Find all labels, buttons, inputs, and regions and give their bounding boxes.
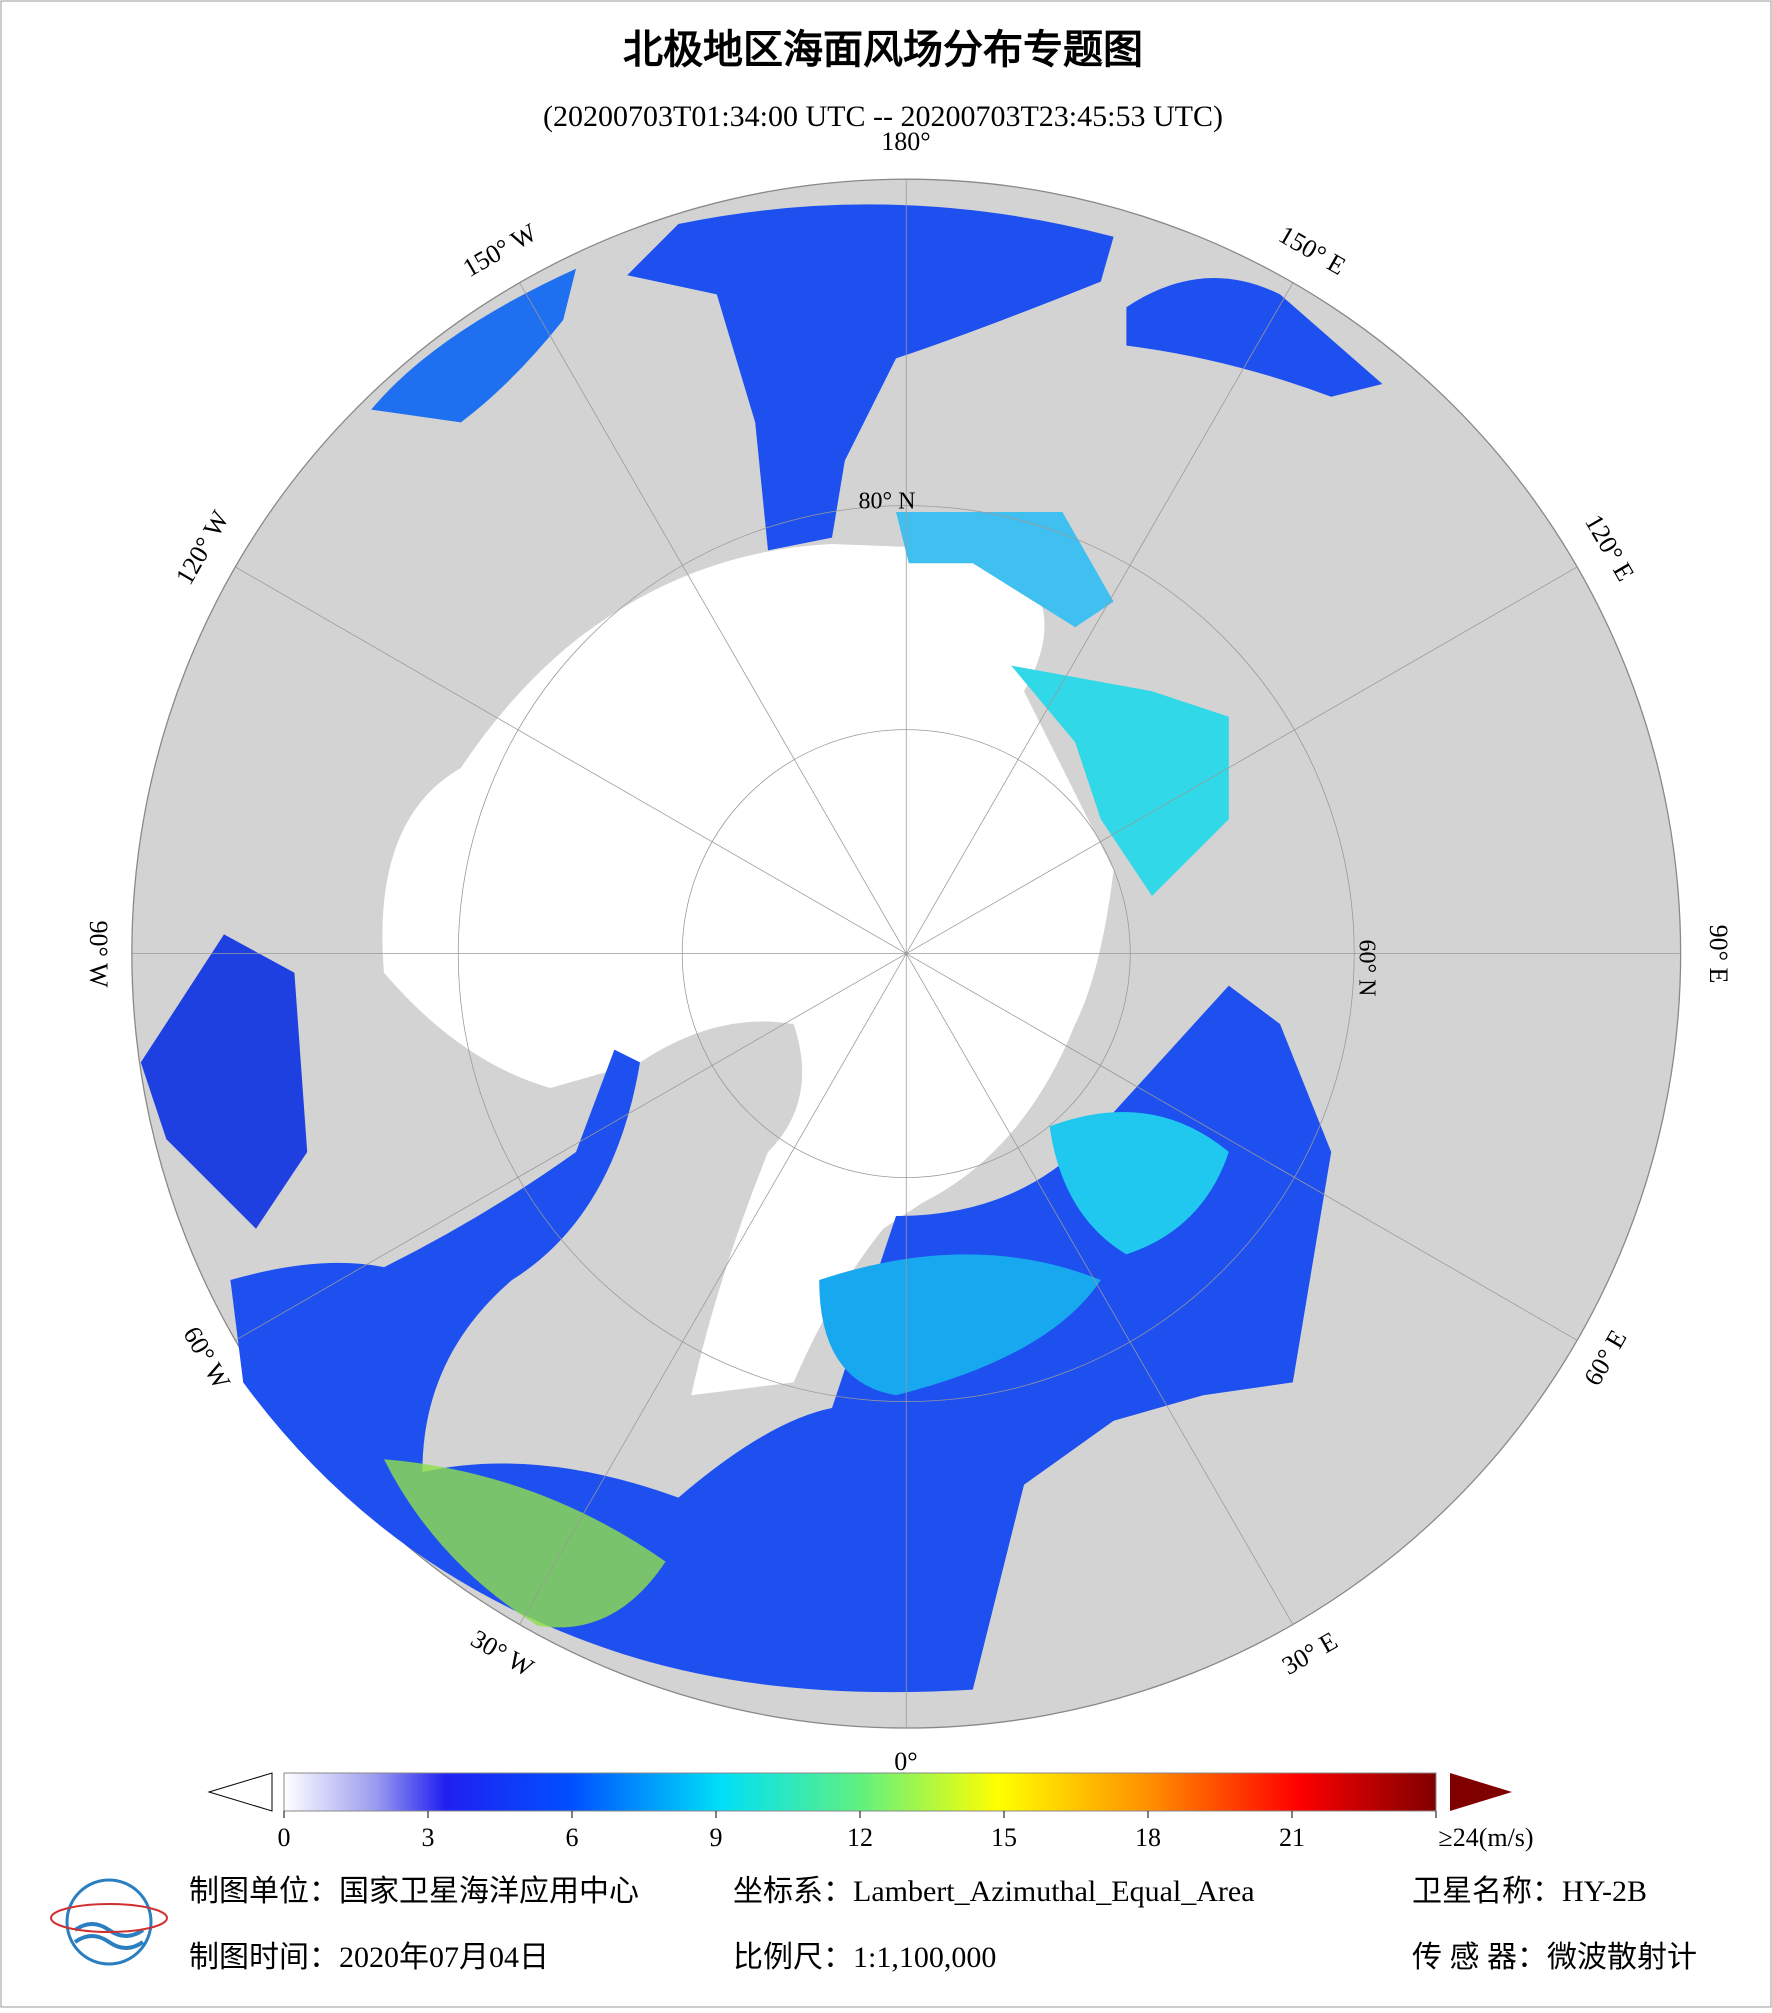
footer-sensor: 传 感 器：微波散射计	[1412, 1941, 1697, 1974]
footer-projection: 坐标系：Lambert_Azimuthal_Equal_Area	[733, 1875, 1255, 1908]
longitude-label: 0°	[894, 1747, 917, 1776]
footer-satellite: 卫星名称：HY-2B	[1412, 1875, 1647, 1908]
logo	[50, 1878, 168, 1966]
longitude-label: 90° W	[84, 921, 113, 988]
colorbar	[283, 1772, 1437, 1812]
wind-bering	[371, 268, 576, 423]
colorbar-over	[1450, 1773, 1512, 1811]
colorbar-tick-label: 6	[566, 1823, 579, 1852]
wind-laptev	[1011, 665, 1229, 896]
colorbar-tick-label: 15	[991, 1823, 1017, 1852]
map	[131, 178, 1682, 1729]
lat-label: 60° N	[1353, 940, 1379, 997]
lat-label: 80° N	[859, 489, 916, 515]
colorbar-tick-label: ≥24(m/s)	[1438, 1823, 1533, 1852]
footer-unit: 制图单位：国家卫星海洋应用中心	[189, 1875, 639, 1908]
footer-date: 制图时间：2020年07月04日	[189, 1941, 549, 1974]
colorbar-under	[207, 1772, 273, 1812]
wind-hudson	[140, 934, 308, 1229]
wind-strong	[384, 1459, 666, 1628]
longitude-label: 90° E	[1704, 925, 1733, 984]
wind-siberian	[896, 512, 1114, 628]
colorbar-tick-label: 0	[278, 1823, 291, 1852]
wind-barents	[819, 1254, 1101, 1396]
colorbar-tick-label: 3	[422, 1823, 435, 1852]
colorbar-tick-label: 18	[1135, 1823, 1161, 1852]
wind-kara	[1049, 1112, 1229, 1255]
subtitle: (20200703T01:34:00 UTC -- 20200703T23:45…	[543, 100, 1223, 133]
colorbar-tick-label: 9	[710, 1823, 723, 1852]
footer: 制图单位：国家卫星海洋应用中心 坐标系：Lambert_Azimuthal_Eq…	[189, 1875, 1697, 1974]
colorbar-tick-label: 12	[847, 1823, 873, 1852]
wind-pacific	[627, 204, 1114, 551]
wind-okhotsk	[1126, 277, 1383, 397]
footer-scale: 比例尺：1:1,100,000	[733, 1941, 996, 1974]
graticule	[131, 179, 1681, 1728]
colorbar-tick-label: 21	[1279, 1823, 1305, 1852]
title: 北极地区海面风场分布专题图	[623, 27, 1143, 72]
longitude-label: 180°	[881, 127, 930, 156]
